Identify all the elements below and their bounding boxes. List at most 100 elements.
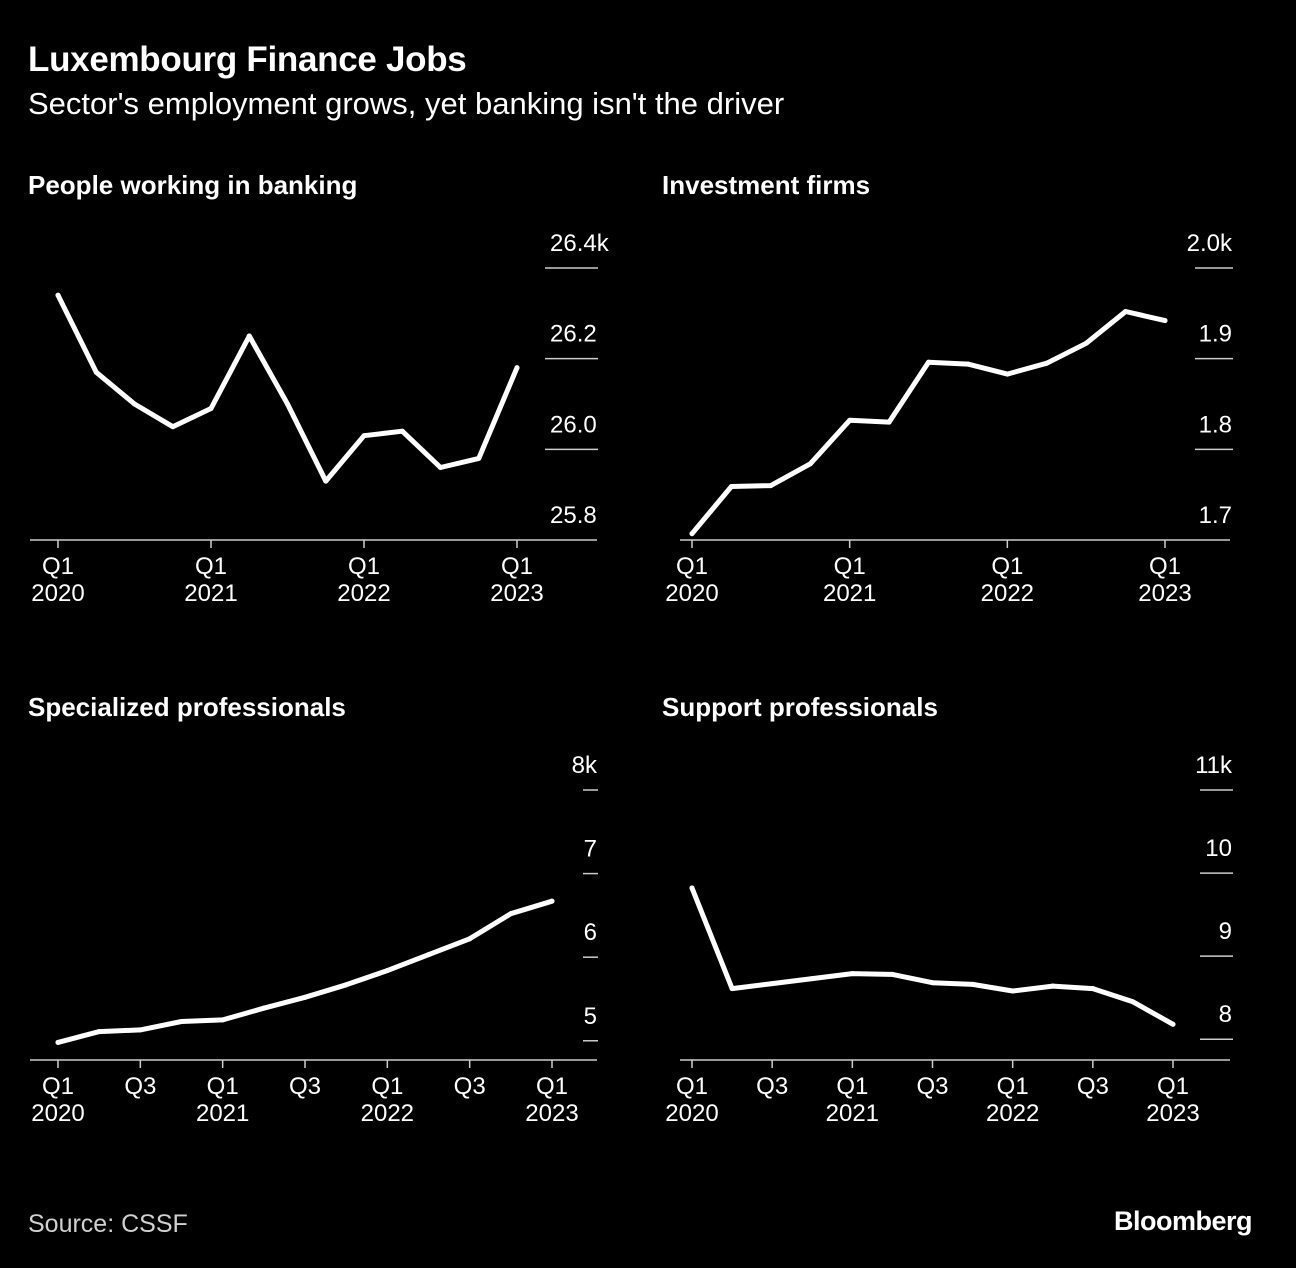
data-point bbox=[438, 464, 443, 470]
y-tick-label: 7 bbox=[584, 836, 597, 863]
x-tick-label-quarter: Q3 bbox=[916, 1073, 948, 1100]
y-tick-label: 6 bbox=[584, 919, 597, 946]
data-point bbox=[1044, 360, 1050, 366]
x-tick-label-quarter: Q1 bbox=[501, 553, 533, 580]
x-tick-label-quarter: Q1 bbox=[991, 553, 1023, 580]
x-tick-label-year: 2023 bbox=[1138, 580, 1191, 607]
data-point bbox=[361, 433, 367, 439]
x-tick-label-year: 2021 bbox=[196, 1100, 249, 1127]
data-point bbox=[467, 936, 473, 942]
data-point bbox=[220, 1017, 226, 1023]
x-tick-label-quarter: Q3 bbox=[289, 1073, 321, 1100]
data-point bbox=[768, 483, 774, 489]
y-tick-label: 11k bbox=[1195, 752, 1233, 779]
data-point bbox=[261, 1005, 267, 1011]
y-tick-label: 8 bbox=[1219, 1001, 1232, 1028]
data-point bbox=[1090, 986, 1096, 992]
y-tick-label: 9 bbox=[1219, 918, 1232, 945]
data-point bbox=[343, 982, 349, 988]
data-point bbox=[930, 980, 935, 986]
x-tick-label-year: 2023 bbox=[490, 580, 543, 607]
data-point bbox=[179, 1019, 184, 1025]
chart-panel-0: 26.4k26.226.025.8Q12020Q12021Q12022Q1202… bbox=[30, 230, 610, 607]
x-tick-label-year: 2021 bbox=[823, 580, 876, 607]
data-point bbox=[96, 1029, 102, 1035]
x-tick-label-quarter: Q1 bbox=[536, 1073, 568, 1100]
data-point bbox=[1170, 1021, 1176, 1027]
data-point bbox=[399, 428, 405, 434]
data-point bbox=[137, 1027, 143, 1033]
bloomberg-logo: Bloomberg bbox=[1114, 1206, 1253, 1236]
y-tick-label: 26.2 bbox=[550, 321, 597, 348]
data-point bbox=[807, 461, 813, 467]
y-tick-label: 5 bbox=[584, 1003, 597, 1030]
panel-title-support-professionals: Support professionals bbox=[662, 692, 938, 722]
x-tick-label-quarter: Q1 bbox=[348, 553, 380, 580]
data-point bbox=[302, 994, 308, 1000]
data-point bbox=[55, 292, 61, 298]
x-tick-label-quarter: Q1 bbox=[195, 553, 227, 580]
panel-title-investment-firms: Investment firms bbox=[662, 170, 871, 200]
data-point bbox=[1010, 988, 1016, 994]
data-point bbox=[323, 478, 329, 484]
y-tick-label: 25.8 bbox=[550, 502, 597, 529]
x-tick-label-quarter: Q3 bbox=[454, 1073, 486, 1100]
x-tick-label-year: 2022 bbox=[986, 1100, 1039, 1127]
x-tick-label-quarter: Q1 bbox=[834, 553, 866, 580]
x-tick-label-quarter: Q1 bbox=[997, 1073, 1029, 1100]
series-line bbox=[55, 292, 520, 484]
x-tick-label-year: 2022 bbox=[361, 1100, 414, 1127]
data-point bbox=[1162, 318, 1168, 324]
x-tick-label-quarter: Q3 bbox=[1077, 1073, 1109, 1100]
data-point bbox=[729, 986, 735, 992]
data-point bbox=[970, 981, 976, 987]
chart-subtitle: Sector's employment grows, yet banking i… bbox=[28, 86, 785, 121]
series-line bbox=[689, 309, 1168, 537]
y-tick-label: 1.8 bbox=[1199, 411, 1232, 438]
data-point bbox=[849, 971, 855, 977]
data-point bbox=[1004, 371, 1010, 377]
x-tick-label-quarter: Q3 bbox=[124, 1073, 156, 1100]
x-tick-label-year: 2023 bbox=[525, 1100, 578, 1127]
x-tick-label-quarter: Q3 bbox=[756, 1073, 788, 1100]
x-tick-label-quarter: Q1 bbox=[42, 553, 74, 580]
series-line bbox=[689, 885, 1176, 1027]
data-point bbox=[1123, 309, 1129, 315]
data-point bbox=[689, 531, 695, 537]
data-point bbox=[508, 911, 514, 917]
panel-title-banking: People working in banking bbox=[28, 170, 358, 200]
data-point bbox=[1130, 999, 1136, 1005]
data-point bbox=[886, 419, 892, 425]
y-tick-label: 1.7 bbox=[1199, 502, 1232, 529]
y-tick-label: 2.0k bbox=[1187, 230, 1233, 257]
data-point bbox=[1050, 983, 1056, 989]
data-point bbox=[426, 952, 431, 958]
panel-title-specialized-professionals: Specialized professionals bbox=[28, 692, 346, 722]
x-tick-label-year: 2020 bbox=[665, 580, 718, 607]
data-point bbox=[93, 369, 99, 375]
x-tick-label-year: 2021 bbox=[826, 1100, 879, 1127]
data-point bbox=[549, 898, 555, 904]
data-point bbox=[55, 1039, 61, 1045]
data-point bbox=[926, 359, 931, 365]
y-tick-label: 10 bbox=[1205, 835, 1232, 862]
data-point bbox=[889, 971, 895, 977]
y-tick-label: 1.9 bbox=[1199, 321, 1232, 348]
data-point bbox=[285, 401, 290, 407]
data-point bbox=[514, 365, 520, 371]
data-point bbox=[384, 968, 390, 974]
data-point bbox=[246, 333, 252, 339]
x-tick-label-year: 2022 bbox=[337, 580, 390, 607]
x-tick-label-quarter: Q1 bbox=[1157, 1073, 1189, 1100]
data-point bbox=[132, 401, 137, 407]
x-tick-label-quarter: Q1 bbox=[207, 1073, 239, 1100]
data-point bbox=[1083, 340, 1089, 346]
x-tick-label-year: 2020 bbox=[31, 1100, 84, 1127]
series-line bbox=[55, 898, 555, 1045]
y-tick-label: 26.4k bbox=[550, 230, 610, 257]
x-tick-label-year: 2020 bbox=[665, 1100, 718, 1127]
x-tick-label-quarter: Q1 bbox=[836, 1073, 868, 1100]
